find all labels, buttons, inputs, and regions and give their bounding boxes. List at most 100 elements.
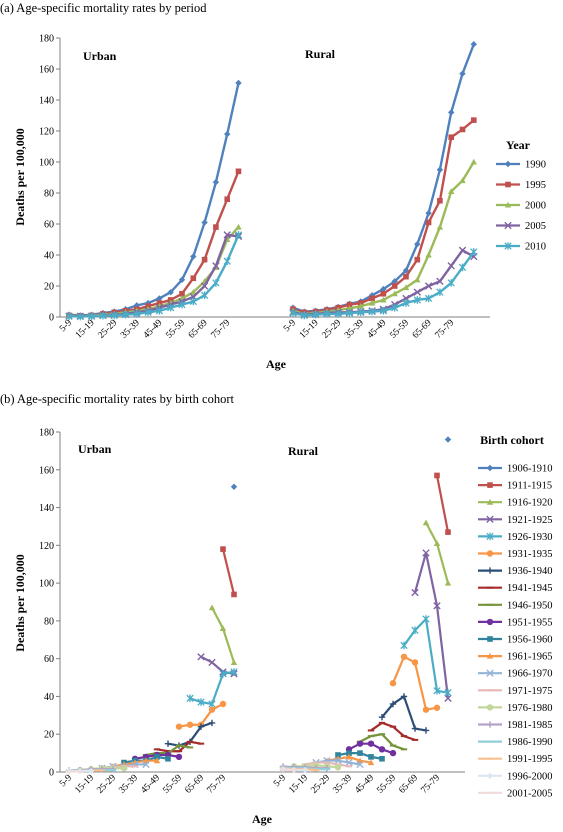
data-point-urban xyxy=(235,224,241,230)
legend-label: 1996-2000 xyxy=(507,771,553,782)
legend-item-1936-1940: 1936-1940 xyxy=(478,566,553,577)
legend-item-1921-1925: 1921-1925 xyxy=(478,515,553,526)
data-point-urban xyxy=(231,659,237,665)
y-tick-label: 100 xyxy=(39,158,54,169)
legend-label: 1926-1930 xyxy=(507,532,553,543)
data-point-urban xyxy=(224,196,230,202)
legend-item-1961-1965: 1961-1965 xyxy=(478,652,553,663)
y-tick-label: 0 xyxy=(49,768,54,779)
legend-item-1906-1910: 1906-1910 xyxy=(478,464,553,475)
x-tick-label-rural: 45-49 xyxy=(366,318,389,341)
legend-label: 1916-1920 xyxy=(507,498,553,509)
legend-label: 1946-1950 xyxy=(507,600,553,611)
legend-label: 1995 xyxy=(525,180,546,191)
data-point-urban xyxy=(224,131,230,137)
legend-label: 1936-1940 xyxy=(507,566,553,577)
legend-label: 1966-1970 xyxy=(507,669,553,680)
y-tick-label: 40 xyxy=(44,692,54,703)
panel-b-rural-label: Rural xyxy=(288,444,319,458)
legend-label: 1971-1975 xyxy=(507,686,553,697)
legend-label: 1931-1935 xyxy=(507,549,553,560)
data-point-rural xyxy=(434,473,440,479)
series-1906-1910 xyxy=(231,436,451,490)
legend-label: 1976-1980 xyxy=(507,703,553,714)
legend-item-1991-1995: 1991-1995 xyxy=(478,754,553,765)
legend-item-1986-1990: 1986-1990 xyxy=(478,737,553,748)
legend-item-1966-1970: 1966-1970 xyxy=(478,669,553,680)
series-line-urban xyxy=(223,549,234,594)
data-point-rural xyxy=(357,750,363,756)
data-point-rural xyxy=(401,642,407,650)
data-point-rural xyxy=(401,654,407,660)
legend-label: 2000 xyxy=(525,201,546,212)
data-point-rural xyxy=(357,740,363,746)
legend-label: 1921-1925 xyxy=(507,515,553,526)
x-tick-label-urban: 15-19 xyxy=(73,773,96,796)
legend-item-1996-2000: 1996-2000 xyxy=(478,771,553,782)
data-point-rural xyxy=(423,519,429,525)
legend-label: 1961-1965 xyxy=(507,652,553,663)
data-point-rural xyxy=(437,224,443,230)
y-tick-label: 60 xyxy=(44,220,54,231)
data-point-rural xyxy=(415,257,421,263)
data-point-urban xyxy=(231,484,237,490)
x-tick-label-urban: 15-19 xyxy=(74,318,97,341)
x-tick-label-urban: 5-9 xyxy=(58,318,74,334)
data-point-rural xyxy=(448,263,454,269)
legend-marker xyxy=(487,721,493,727)
data-point-urban xyxy=(231,592,237,598)
data-point-urban xyxy=(176,754,182,760)
y-tick-label: 80 xyxy=(44,189,54,200)
legend-item-1990: 1990 xyxy=(496,160,546,171)
data-point-rural xyxy=(445,436,451,442)
data-point-rural xyxy=(423,727,429,733)
series-line-urban xyxy=(190,672,234,704)
data-point-rural xyxy=(471,248,477,256)
data-point-rural xyxy=(392,283,398,289)
legend-label: 1956-1960 xyxy=(507,635,553,646)
data-point-urban xyxy=(121,765,127,771)
x-tick-label-rural: 75-79 xyxy=(419,773,442,796)
legend-item-1981-1985: 1981-1985 xyxy=(478,720,553,731)
x-tick-label-rural: 5-9 xyxy=(282,318,298,334)
panel-a-series xyxy=(66,41,477,320)
data-point-rural xyxy=(448,279,454,287)
legend-item-1971-1975: 1971-1975 xyxy=(478,686,553,697)
data-point-rural xyxy=(381,291,387,297)
legend-marker xyxy=(487,550,493,556)
data-point-rural xyxy=(412,659,418,665)
data-point-rural xyxy=(460,127,466,133)
series-line-rural xyxy=(293,252,474,316)
data-point-urban xyxy=(191,275,197,281)
legend-item-1956-1960: 1956-1960 xyxy=(478,635,553,646)
series-line-rural xyxy=(293,250,474,314)
legend-label: 1981-1985 xyxy=(507,720,553,731)
data-point-rural xyxy=(471,41,477,47)
data-point-rural xyxy=(471,117,477,123)
series-1995 xyxy=(66,117,476,318)
panel-a-legend-title: Year xyxy=(506,138,531,152)
panel-b-urban-label: Urban xyxy=(78,442,112,456)
data-point-urban xyxy=(236,169,242,175)
x-tick-label-urban: 65-69 xyxy=(183,773,206,796)
panel-a-x-axis-label: Age xyxy=(266,357,287,371)
panel-b-legend: 1906-1910 1911-1915 1916-1920 1921-1925 1926… xyxy=(478,464,553,800)
x-tick-label-rural: 25-29 xyxy=(321,318,344,341)
legend-label: 1991-1995 xyxy=(507,754,553,765)
legend-item-1946-1950: 1946-1950 xyxy=(478,600,553,611)
legend-item-1926-1930: 1926-1930 xyxy=(478,532,553,543)
legend-label: 1986-1990 xyxy=(507,737,553,748)
x-tick-label-urban: 45-49 xyxy=(142,318,165,341)
legend-item-1911-1915: 1911-1915 xyxy=(478,481,552,492)
data-point-rural xyxy=(412,627,418,635)
legend-item-2005: 2005 xyxy=(496,221,546,232)
data-point-rural xyxy=(425,210,431,216)
x-tick-label-urban: 75-79 xyxy=(210,318,233,341)
data-point-urban xyxy=(176,723,182,729)
data-point-rural xyxy=(379,746,385,752)
x-tick-label-urban: 55-59 xyxy=(161,773,184,796)
legend-label: 1906-1910 xyxy=(507,464,553,475)
legend-label: 1990 xyxy=(525,160,546,171)
y-tick-label: 60 xyxy=(44,654,54,665)
